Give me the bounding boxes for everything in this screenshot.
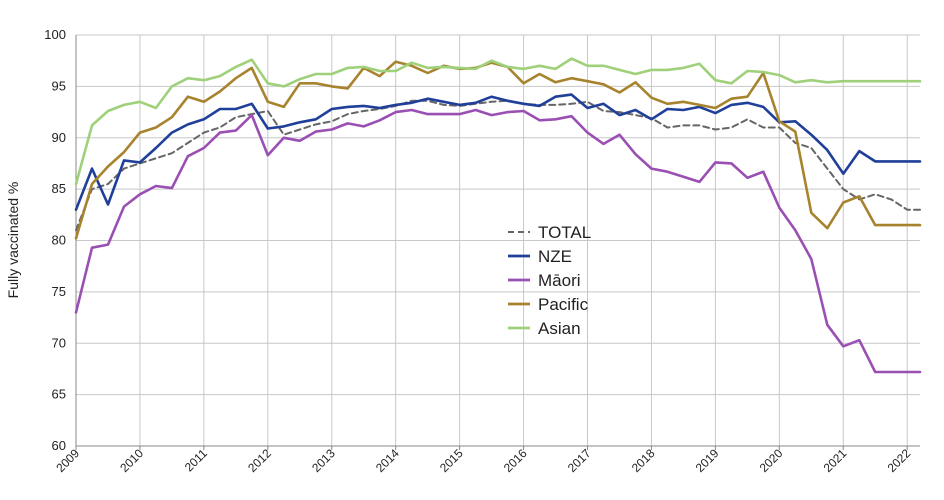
y-tick-label: 70 [52,335,66,350]
y-tick-label: 85 [52,181,66,196]
series-lines [74,57,922,374]
series-line-asian [74,57,922,186]
series-line-mori [74,108,922,374]
y-tick-label: 75 [52,284,66,299]
y-tick-label: 95 [52,78,66,93]
series-line-nze [74,93,922,211]
y-axis-title: Fully vaccinated % [5,182,21,299]
x-tick-label: 2015 [437,446,466,475]
x-tick-label: 2010 [117,446,146,475]
x-tick-label: 2019 [693,446,722,475]
x-tick-label: 2018 [629,446,658,475]
x-tick-label: 2014 [373,446,402,475]
x-tick-label: 2020 [757,446,786,475]
y-tick-label: 100 [44,27,66,42]
legend-label-pacific: Pacific [538,295,589,314]
x-tick-label: 2013 [309,446,338,475]
legend-label-total: TOTAL [538,223,591,242]
x-tick-label: 2022 [885,446,914,475]
y-tick-label: 65 [52,387,66,402]
x-tick-label: 2011 [182,446,210,474]
x-tick-label: 2016 [501,446,530,475]
y-tick-label: 80 [52,233,66,248]
legend-label-nze: NZE [538,247,572,266]
x-tick-label: 2017 [565,446,594,475]
gridlines [75,34,920,447]
y-tick-label: 60 [52,438,66,453]
legend-label-mori: Māori [538,271,581,290]
y-tick-label: 90 [52,130,66,145]
legend: TOTAL NZE Māori Pacific Asian [508,223,591,338]
x-tick-label: 2021 [821,446,850,475]
series-line-total [75,99,921,232]
legend-label-asian: Asian [538,319,581,338]
x-tick-label: 2012 [245,446,274,475]
